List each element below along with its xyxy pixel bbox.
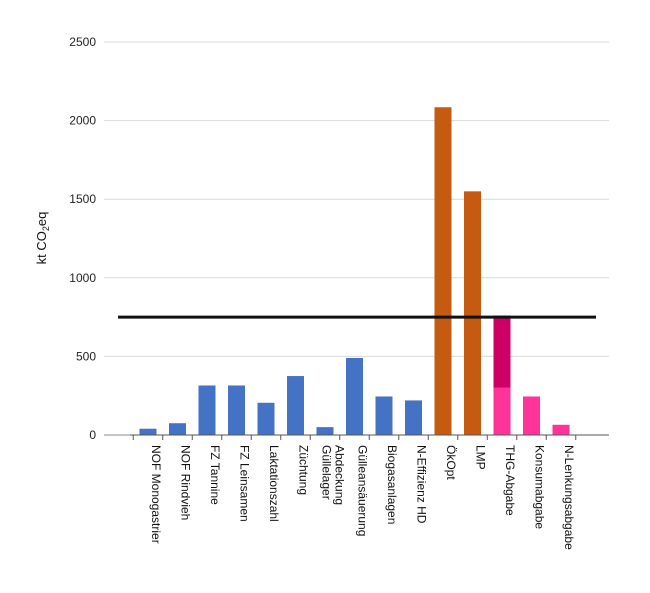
bar [552,424,570,435]
bar [287,376,304,435]
x-tick-label: Züchtung [297,445,311,495]
bar [228,385,245,435]
bar [434,107,452,435]
x-tick-label: Biogasanlagen [385,445,399,524]
x-tick-label: Konsumabgabe [533,445,547,529]
x-tick-label: LMP [474,445,488,470]
bar [316,427,334,435]
y-tick-label: 0 [89,428,96,442]
bar [493,387,511,435]
y-tick-label: 500 [76,349,96,363]
y-tick-label: 2000 [69,114,96,128]
bar [493,315,511,388]
x-axis-labels: NOF Monogastrier NOF Rindvieh FZ Tannine FZ… [149,445,576,550]
x-tick-label: Laktationszahl [267,445,281,522]
x-tick-label: N-Lenkungsabgabe [562,445,576,550]
x-tick-label: Abdeckung [333,445,347,505]
bar [169,423,186,435]
bar [198,385,216,435]
bar [375,396,393,435]
x-axis [130,434,609,440]
bar [139,428,157,435]
bar [405,400,422,435]
x-tick-label: THG-Abgabe [503,445,517,516]
bar [523,396,540,435]
x-tick-label: N-Effizienz HD [415,445,429,524]
y-tick-label: 1000 [69,271,96,285]
x-tick-label: NOF Monogastrier [149,445,163,544]
x-tick-label: NOF Rindvieh [179,445,193,520]
bars [139,107,570,435]
x-tick-label: ÖkOpt [444,445,458,480]
x-tick-label: FZ Leinsamen [238,445,252,522]
bar [257,402,275,435]
y-axis-label: kt CO2eq [34,212,51,265]
x-tick-label: FZ Tannine [208,445,222,505]
bar [464,191,481,435]
y-axis-ticks: 0 500 1000 1500 2000 2500 [69,35,96,442]
x-tick-label: Gülleansäuerung [356,445,370,536]
y-tick-label: 2500 [69,35,96,49]
bar [346,357,363,435]
y-tick-label: 1500 [69,192,96,206]
x-tick-label: Güllelager [320,445,334,500]
